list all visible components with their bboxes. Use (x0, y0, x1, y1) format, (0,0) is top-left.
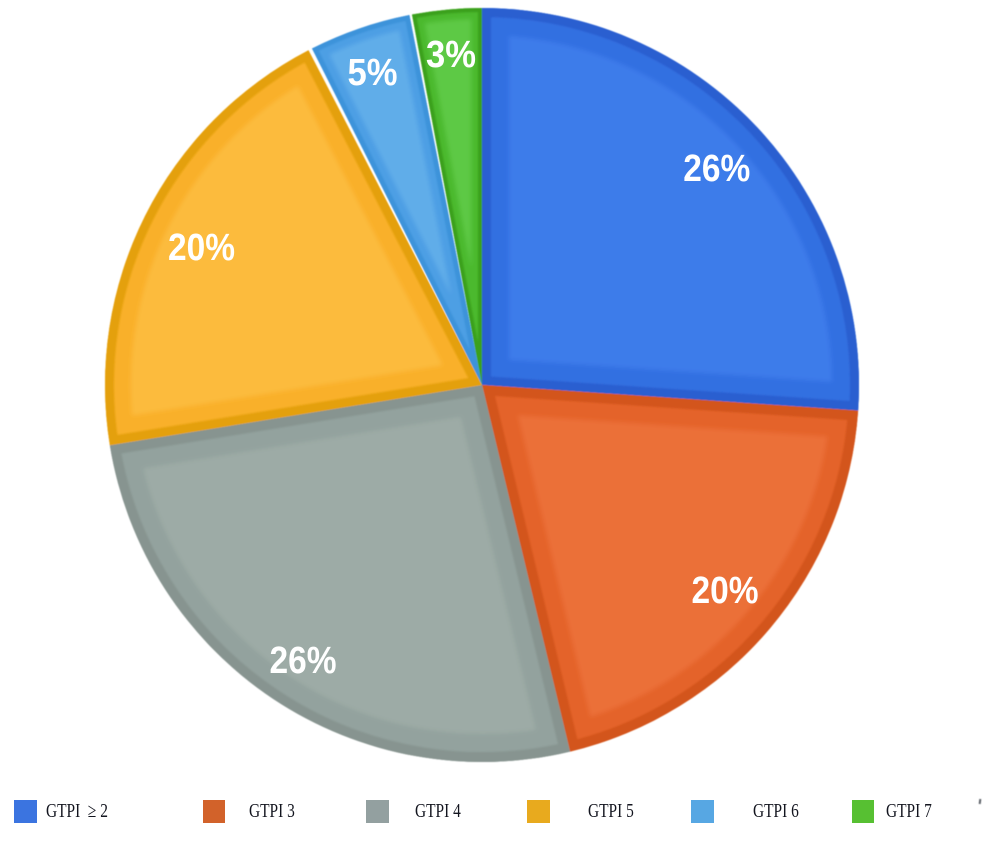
svg-text:20%: 20% (168, 227, 235, 269)
svg-text:26%: 26% (270, 640, 337, 682)
svg-text:26%: 26% (683, 148, 750, 190)
svg-text:3%: 3% (426, 34, 476, 76)
svg-text:5%: 5% (348, 52, 398, 94)
svg-text:20%: 20% (692, 570, 759, 612)
